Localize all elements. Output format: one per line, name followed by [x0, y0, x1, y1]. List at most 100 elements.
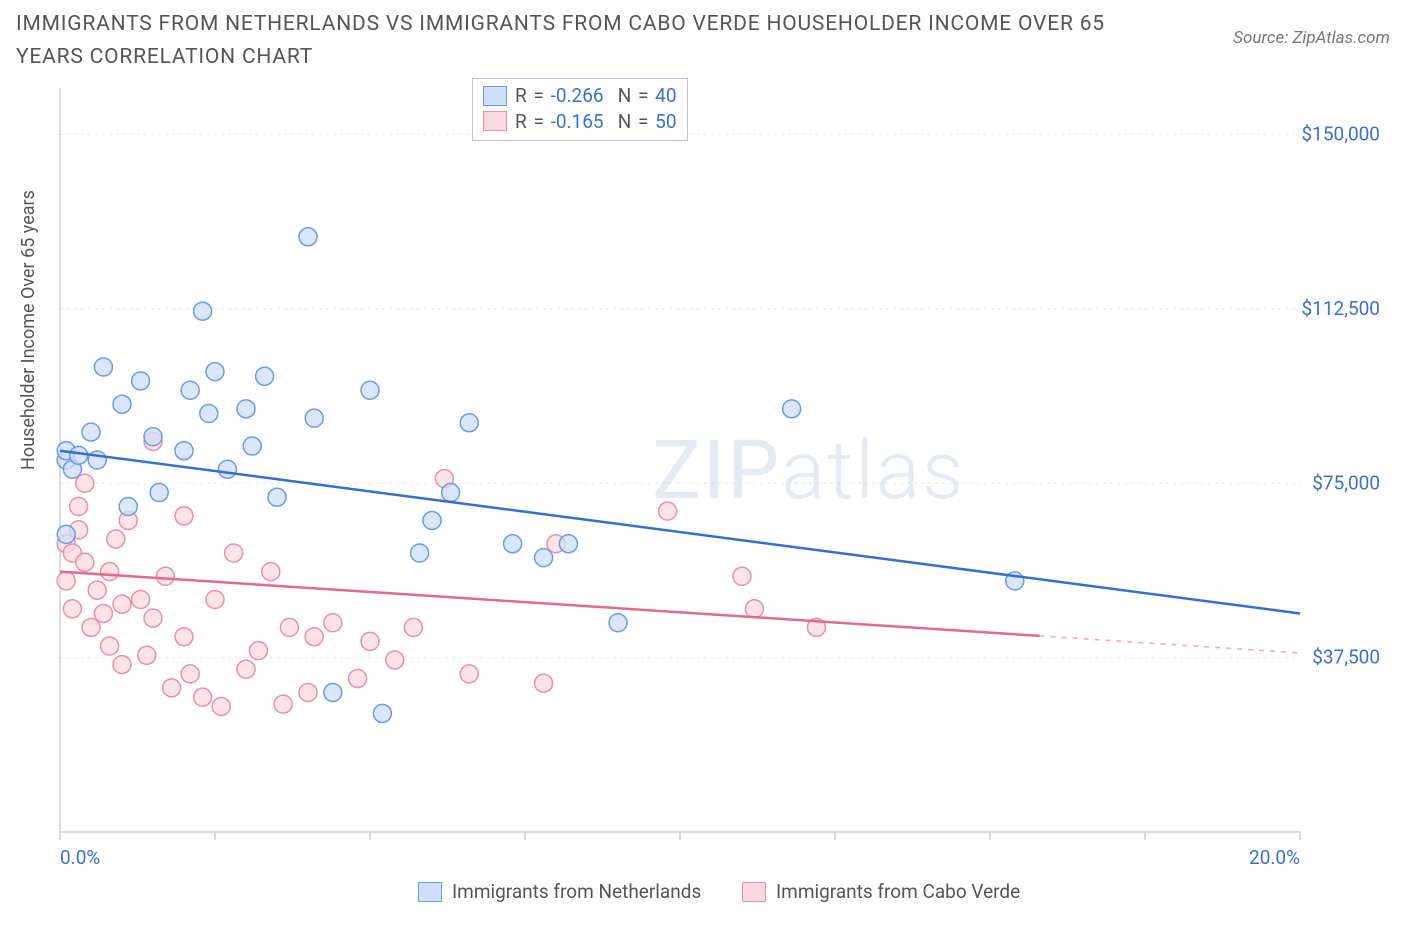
data-point	[659, 502, 677, 520]
data-point	[63, 600, 81, 618]
data-point	[132, 372, 150, 390]
data-point	[144, 428, 162, 446]
data-point	[249, 642, 267, 660]
data-point	[57, 572, 75, 590]
data-point	[70, 498, 88, 516]
data-point	[138, 646, 156, 664]
legend-swatch-icon	[483, 111, 507, 131]
data-point	[181, 381, 199, 399]
data-point	[107, 530, 125, 548]
data-point	[411, 544, 429, 562]
data-point	[181, 665, 199, 683]
x-tick-label: 0.0%	[60, 846, 100, 869]
source-label: Source: ZipAtlas.com	[1233, 28, 1390, 48]
data-point	[504, 535, 522, 553]
x-tick-label: 20.0%	[1249, 846, 1300, 869]
data-point	[88, 581, 106, 599]
data-point	[212, 697, 230, 715]
y-tick-label: $112,500	[1302, 297, 1381, 320]
correlation-legend: R = -0.266 N = 40R = -0.165 N = 50	[472, 78, 688, 141]
y-axis-label: Householder Income Over 65 years	[18, 190, 39, 470]
data-point	[423, 511, 441, 529]
data-point	[299, 684, 317, 702]
data-point	[373, 704, 391, 722]
legend-label: Immigrants from Cabo Verde	[776, 880, 1020, 903]
y-tick-label: $37,500	[1312, 646, 1380, 669]
data-point	[237, 660, 255, 678]
data-point	[225, 544, 243, 562]
data-point	[206, 591, 224, 609]
data-point	[163, 679, 181, 697]
data-point	[113, 656, 131, 674]
data-point	[175, 507, 193, 525]
data-point	[175, 628, 193, 646]
scatter-chart-svg: $37,500$75,000$112,500$150,0000.0%20.0%	[42, 78, 1390, 876]
legend-item-netherlands: Immigrants from Netherlands	[418, 880, 701, 903]
data-point	[442, 484, 460, 502]
data-point	[194, 302, 212, 320]
legend-row: R = -0.266 N = 40	[483, 83, 677, 109]
data-point	[268, 488, 286, 506]
chart-area: $37,500$75,000$112,500$150,0000.0%20.0% …	[42, 78, 1390, 876]
data-point	[82, 618, 100, 636]
y-tick-label: $150,000	[1302, 123, 1381, 146]
data-point	[150, 484, 168, 502]
data-point	[57, 525, 75, 543]
data-point	[76, 474, 94, 492]
data-point	[305, 628, 323, 646]
legend-stat-text: R = -0.266 N = 40	[515, 83, 677, 109]
data-point	[70, 446, 88, 464]
data-point	[243, 437, 261, 455]
data-point	[256, 367, 274, 385]
chart-title: IMMIGRANTS FROM NETHERLANDS VS IMMIGRANT…	[16, 8, 1116, 73]
data-point	[733, 567, 751, 585]
data-point	[237, 400, 255, 418]
data-point	[175, 442, 193, 460]
data-point	[200, 405, 218, 423]
legend-item-cabo-verde: Immigrants from Cabo Verde	[742, 880, 1020, 903]
data-point	[535, 674, 553, 692]
data-point	[460, 414, 478, 432]
data-point	[94, 604, 112, 622]
data-point	[144, 609, 162, 627]
data-point	[305, 409, 323, 427]
legend-row: R = -0.165 N = 50	[483, 109, 677, 135]
data-point	[324, 684, 342, 702]
data-point	[218, 460, 236, 478]
data-point	[460, 665, 478, 683]
data-point	[745, 600, 763, 618]
data-point	[101, 563, 119, 581]
data-point	[386, 651, 404, 669]
data-point	[113, 395, 131, 413]
data-point	[194, 688, 212, 706]
data-point	[299, 228, 317, 246]
data-point	[206, 363, 224, 381]
data-point	[280, 618, 298, 636]
legend-stat-text: R = -0.165 N = 50	[515, 109, 677, 135]
legend-swatch-icon	[483, 86, 507, 106]
data-point	[349, 670, 367, 688]
data-point	[101, 637, 119, 655]
data-point	[82, 423, 100, 441]
data-point	[783, 400, 801, 418]
data-point	[132, 591, 150, 609]
data-point	[156, 567, 174, 585]
trend-line-extrapolated	[1040, 636, 1300, 653]
data-point	[361, 632, 379, 650]
data-point	[119, 498, 137, 516]
data-point	[609, 614, 627, 632]
data-point	[262, 563, 280, 581]
legend-swatch-icon	[742, 882, 766, 902]
data-point	[559, 535, 577, 553]
data-point	[76, 553, 94, 571]
trend-line	[60, 451, 1300, 614]
data-point	[274, 695, 292, 713]
legend-label: Immigrants from Netherlands	[452, 880, 701, 903]
data-point	[404, 618, 422, 636]
data-point	[113, 595, 131, 613]
data-point	[361, 381, 379, 399]
data-point	[324, 614, 342, 632]
data-point	[94, 358, 112, 376]
legend-swatch-icon	[418, 882, 442, 902]
data-point	[535, 549, 553, 567]
